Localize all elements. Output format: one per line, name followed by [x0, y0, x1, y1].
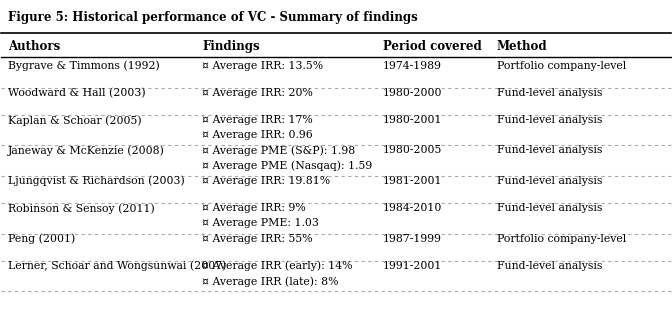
Text: 1991-2001: 1991-2001 — [383, 261, 442, 271]
Text: Janeway & McKenzie (2008): Janeway & McKenzie (2008) — [8, 145, 165, 156]
Text: Peng (2001): Peng (2001) — [8, 234, 75, 244]
Text: ¤ Average IRR: 17%: ¤ Average IRR: 17% — [202, 115, 313, 125]
Text: 1984-2010: 1984-2010 — [383, 203, 442, 213]
Text: 1980-2001: 1980-2001 — [383, 115, 442, 125]
Text: Fund-level analysis: Fund-level analysis — [497, 261, 602, 271]
Text: ¤ Average IRR (early): 14%: ¤ Average IRR (early): 14% — [202, 261, 353, 271]
Text: ¤ Average IRR: 55%: ¤ Average IRR: 55% — [202, 234, 312, 244]
Text: Lerner, Schoar and Wongsunwai (2007): Lerner, Schoar and Wongsunwai (2007) — [8, 261, 226, 271]
Text: Ljungqvist & Richardson (2003): Ljungqvist & Richardson (2003) — [8, 176, 185, 186]
Text: ¤ Average IRR: 19.81%: ¤ Average IRR: 19.81% — [202, 176, 330, 186]
Text: 1980-2005: 1980-2005 — [383, 145, 442, 155]
Text: Fund-level analysis: Fund-level analysis — [497, 176, 602, 186]
Text: 1987-1999: 1987-1999 — [383, 234, 442, 244]
Text: Authors: Authors — [8, 40, 60, 53]
Text: Findings: Findings — [202, 40, 260, 53]
Text: Woodward & Hall (2003): Woodward & Hall (2003) — [8, 88, 146, 98]
Text: Fund-level analysis: Fund-level analysis — [497, 88, 602, 98]
Text: ¤ Average PME: 1.03: ¤ Average PME: 1.03 — [202, 218, 319, 228]
Text: ¤ Average PME (S&P): 1.98: ¤ Average PME (S&P): 1.98 — [202, 145, 355, 156]
Text: ¤ Average IRR (late): 8%: ¤ Average IRR (late): 8% — [202, 276, 339, 287]
Text: Method: Method — [497, 40, 547, 53]
Text: Portfolio company-level: Portfolio company-level — [497, 234, 626, 244]
Text: 1974-1989: 1974-1989 — [383, 61, 442, 71]
Text: Figure 5: Historical performance of VC - Summary of findings: Figure 5: Historical performance of VC -… — [8, 11, 418, 24]
Text: 1980-2000: 1980-2000 — [383, 88, 442, 98]
Text: 1981-2001: 1981-2001 — [383, 176, 442, 186]
Text: Kaplan & Schoar (2005): Kaplan & Schoar (2005) — [8, 115, 142, 126]
Text: Portfolio company-level: Portfolio company-level — [497, 61, 626, 71]
Text: Bygrave & Timmons (1992): Bygrave & Timmons (1992) — [8, 61, 160, 71]
Text: ¤ Average PME (Nasqaq): 1.59: ¤ Average PME (Nasqaq): 1.59 — [202, 161, 372, 172]
Text: Fund-level analysis: Fund-level analysis — [497, 203, 602, 213]
Text: Fund-level analysis: Fund-level analysis — [497, 145, 602, 155]
Text: ¤ Average IRR: 9%: ¤ Average IRR: 9% — [202, 203, 306, 213]
Text: ¤ Average IRR: 20%: ¤ Average IRR: 20% — [202, 88, 313, 98]
Text: Period covered: Period covered — [383, 40, 482, 53]
Text: ¤ Average IRR: 0.96: ¤ Average IRR: 0.96 — [202, 130, 313, 141]
Text: ¤ Average IRR: 13.5%: ¤ Average IRR: 13.5% — [202, 61, 323, 71]
Text: Robinson & Sensoy (2011): Robinson & Sensoy (2011) — [8, 203, 155, 214]
Text: Fund-level analysis: Fund-level analysis — [497, 115, 602, 125]
